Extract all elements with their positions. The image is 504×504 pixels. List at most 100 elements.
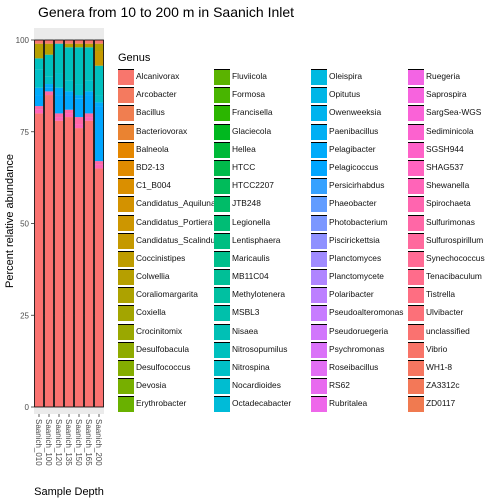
legend-swatch xyxy=(408,269,424,285)
bar-segment-Saanich_135-Alcanivorax xyxy=(65,40,74,44)
legend-label: ZD0117 xyxy=(426,398,455,408)
bar-segment-Saanich_165-Shewanella xyxy=(85,117,94,121)
bar-segment-Saanich_165-Pelagicoccus xyxy=(85,95,94,113)
bar-segment-Saanich_120-Nitrospina xyxy=(55,73,64,88)
bar-segment-Saanich_200-Candidatus_Scalindua xyxy=(95,51,104,66)
legend-label: SGSH944 xyxy=(426,144,464,154)
legend-swatch xyxy=(214,324,230,340)
bar-segment-Saanich_150-Pelagicoccus xyxy=(75,99,84,117)
legend-swatch xyxy=(118,287,134,303)
y-axis: 0 25 50 75 100 xyxy=(16,36,34,412)
bar-segment-Saanich_135-Nitrosopumilus xyxy=(65,47,74,80)
bar-segment-Saanich_200-Pelagicoccus xyxy=(95,106,104,161)
bar-segment-Saanich_150-Sulfurimonas xyxy=(75,117,84,124)
legend-swatch xyxy=(214,342,230,358)
legend-label: Tistrella xyxy=(426,289,455,299)
legend-swatch xyxy=(118,251,134,267)
legend-label: Hellea xyxy=(232,144,256,154)
legend-swatch xyxy=(311,142,327,158)
bar-segment-Saanich_135-Pelagicoccus xyxy=(65,95,74,110)
legend-swatch xyxy=(408,142,424,158)
legend-swatch xyxy=(408,160,424,176)
legend-swatch xyxy=(311,305,327,321)
legend-swatch xyxy=(311,269,327,285)
bar-segment-Saanich_165-unclassified xyxy=(85,121,94,407)
legend-label: Methylotenera xyxy=(232,289,285,299)
bar-segment-Saanich_010-Nitrosopumilus xyxy=(35,58,44,69)
legend-swatch xyxy=(311,196,327,212)
legend-label: Coxiella xyxy=(136,307,166,317)
legend-swatch xyxy=(214,378,230,394)
legend-label: Candidatus_Scalindua xyxy=(136,235,220,245)
legend-swatch xyxy=(214,305,230,321)
legend-swatch xyxy=(118,324,134,340)
bar-segment-Saanich_200-Nitrosopumilus xyxy=(95,66,104,95)
legend-label: Crocinitomix xyxy=(136,326,182,336)
y-axis-title: Percent relative abundance xyxy=(4,154,16,288)
legend-swatch xyxy=(311,287,327,303)
legend-label: Legionella xyxy=(232,217,270,227)
bar-segment-Saanich_100-Sulfurimonas xyxy=(45,91,54,95)
bar-segment-Saanich_135-Shewanella xyxy=(65,113,74,117)
legend-swatch xyxy=(214,251,230,267)
legend-label: MSBL3 xyxy=(232,307,259,317)
legend-swatch xyxy=(408,342,424,358)
legend-label: Nocardioides xyxy=(232,380,281,390)
bar-segment-Saanich_010-Sulfurimonas xyxy=(35,106,44,110)
bar-segment-Saanich_200-Pelagibacter xyxy=(95,102,104,106)
legend-label: Polaribacter xyxy=(329,289,374,299)
bar-segment-Saanich_150-Alcanivorax xyxy=(75,40,84,44)
legend-label: Pseudoruegeria xyxy=(329,326,388,336)
legend-swatch xyxy=(118,105,134,121)
legend-swatch xyxy=(118,69,134,85)
x-tick-label-6: Saanich_200 xyxy=(94,419,103,466)
legend-label: RS62 xyxy=(329,380,350,390)
legend-swatch xyxy=(311,69,327,85)
bar-segment-Saanich_165-Alcanivorax xyxy=(85,40,94,44)
y-tick-label-1: 25 xyxy=(20,311,29,320)
legend-swatch xyxy=(311,233,327,249)
legend-label: MB11C04 xyxy=(232,271,269,281)
legend-label: Desulfobacula xyxy=(136,344,189,354)
legend-label: Formosa xyxy=(232,89,265,99)
legend-label: Sulfurospirillum xyxy=(426,235,483,245)
bar-segment-Saanich_100-Pelagibacter xyxy=(45,84,54,88)
bar-segment-Saanich_150-Shewanella xyxy=(75,124,84,128)
bar-segment-Saanich_120-Shewanella xyxy=(55,117,64,121)
legend-swatch xyxy=(118,196,134,212)
x-tick-label-3: Saanich_135 xyxy=(64,419,73,466)
legend-swatch xyxy=(214,69,230,85)
legend-label: Shewanella xyxy=(426,180,469,190)
legend-label: Oleispira xyxy=(329,71,362,81)
legend-swatch xyxy=(118,396,134,412)
bar-segment-Saanich_135-Colwellia xyxy=(65,44,74,48)
legend-label: Glaciecola xyxy=(232,126,271,136)
legend-label: Sulfurimonas xyxy=(426,217,475,227)
legend-label: Candidatus_Portiera xyxy=(136,217,212,227)
legend-label: Nitrospina xyxy=(232,362,270,372)
legend-swatch xyxy=(214,233,230,249)
bar-segment-Saanich_150-Colwellia xyxy=(75,44,84,48)
legend: Genus Alcanivorax Arcobacter Bacillus Bacte… xyxy=(118,52,498,402)
legend-label: Balneola xyxy=(136,144,169,154)
legend-swatch xyxy=(408,124,424,140)
legend-label: SargSea-WGS xyxy=(426,107,481,117)
legend-swatch xyxy=(408,87,424,103)
legend-swatch xyxy=(118,215,134,231)
legend-label: BD2-13 xyxy=(136,162,164,172)
legend-label: Lentisphaera xyxy=(232,235,280,245)
legend-label: Pseudoalteromonas xyxy=(329,307,404,317)
legend-label: HTCC2207 xyxy=(232,180,274,190)
legend-swatch xyxy=(311,124,327,140)
bar-segment-Saanich_100-Alcanivorax xyxy=(45,40,54,44)
legend-swatch xyxy=(214,360,230,376)
bar-segment-Saanich_150-Pelagibacter xyxy=(75,95,84,99)
x-tick-label-0: Saanich_010 xyxy=(34,419,43,466)
bar-segment-Saanich_120-Nitrosopumilus xyxy=(55,44,64,73)
x-tick-label-2: Saanich_120 xyxy=(54,419,63,466)
legend-label: WH1-8 xyxy=(426,362,452,372)
bar-segment-Saanich_120-Pelagibacter xyxy=(55,88,64,95)
bar-segment-Saanich_165-Sulfurimonas xyxy=(85,113,94,117)
bar-segment-Saanich_100-Nitrosopumilus xyxy=(45,55,54,77)
legend-label: Fluviicola xyxy=(232,71,267,81)
